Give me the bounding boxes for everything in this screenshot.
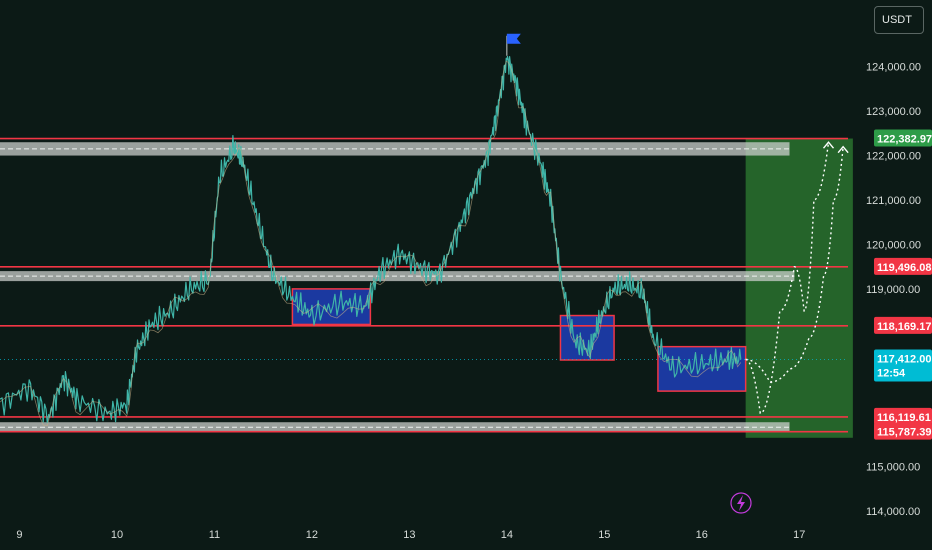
current-price-label: 117,412.00 <box>877 353 931 365</box>
price-badge <box>874 316 932 334</box>
price-badge <box>874 129 932 147</box>
x-tick-label: 15 <box>598 529 610 541</box>
target-zone <box>745 138 853 438</box>
lightning-bolt-glyph <box>737 495 745 511</box>
projection-path-0 <box>745 142 830 415</box>
price-badge-label: 115,787.39 <box>877 427 931 439</box>
y-tick-label: 121,000.00 <box>866 195 921 207</box>
current-price-badge <box>874 349 932 382</box>
grey-zone-1 <box>0 271 795 282</box>
price-badge <box>874 257 932 275</box>
x-tick-label: 16 <box>696 529 708 541</box>
price-series-line <box>0 55 742 424</box>
x-tick-label: 11 <box>209 529 220 541</box>
projection-arrow-0 <box>822 141 835 149</box>
x-tick-label: 10 <box>111 529 123 541</box>
y-tick-label: 114,000.00 <box>866 506 920 518</box>
countdown-label: 12:54 <box>877 367 906 379</box>
y-tick-label: 122,000.00 <box>866 151 921 163</box>
price-badge-label: 122,382.97 <box>877 134 932 146</box>
y-tick-label: 119,000.00 <box>866 284 920 296</box>
y-tick-label: 115,000.00 <box>866 462 920 474</box>
x-tick-label: 14 <box>501 529 513 541</box>
currency-button[interactable]: USDT <box>874 6 924 34</box>
x-tick-label: 12 <box>306 529 318 541</box>
lightning-icon[interactable] <box>730 492 752 514</box>
price-badge-label: 116,119.61 <box>877 412 931 424</box>
price-badge <box>874 407 932 425</box>
price-badge-label: 119,496.08 <box>877 262 931 274</box>
price-badge <box>874 422 932 440</box>
price-series-shadow <box>0 60 742 427</box>
x-tick-label: 9 <box>16 529 22 541</box>
y-tick-label: 123,000.00 <box>866 106 921 118</box>
flag-icon <box>506 33 521 44</box>
y-tick-label: 124,000.00 <box>866 62 921 74</box>
y-tick-label: 120,000.00 <box>866 239 921 251</box>
x-tick-label: 13 <box>403 529 415 541</box>
projection-arrow-1 <box>837 145 849 154</box>
price-badge-label: 118,169.17 <box>877 321 931 333</box>
x-tick-label: 17 <box>793 529 805 541</box>
